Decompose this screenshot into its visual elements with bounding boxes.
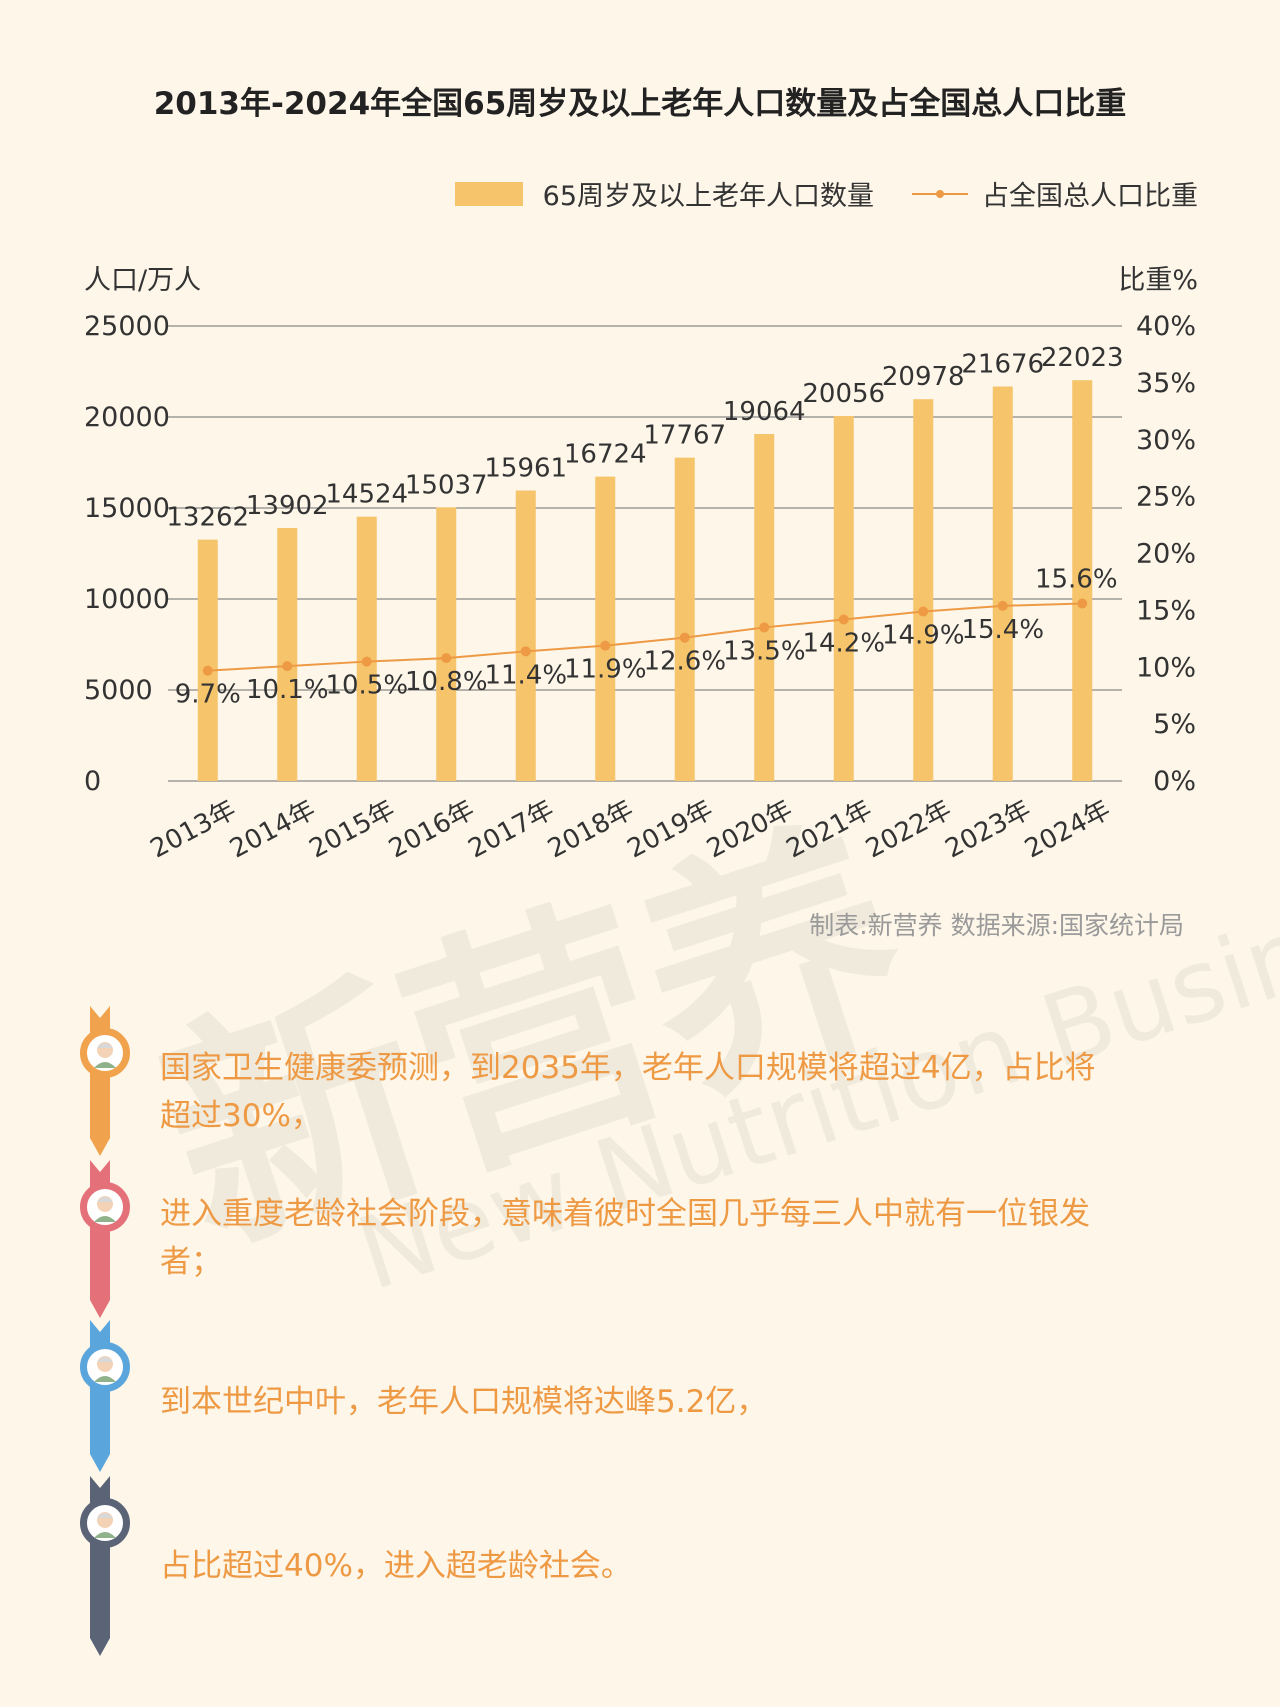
y-tick-label: 20000	[84, 402, 170, 433]
y-tick-label: 5000	[84, 675, 153, 706]
y2-tick-label: 20%	[1136, 539, 1196, 570]
line-point	[918, 606, 929, 617]
x-tick-label: 2013年	[146, 795, 241, 865]
bar	[436, 507, 457, 781]
x-tick-label: 2023年	[941, 795, 1036, 865]
x-tick-label: 2015年	[305, 795, 400, 865]
timeline-text: 占比超过40%，进入超老龄社会。	[160, 1548, 632, 1584]
bar-value-label: 21676	[961, 349, 1044, 379]
y2-tick-label: 30%	[1136, 425, 1196, 456]
bar	[1072, 380, 1093, 781]
line-point	[838, 614, 849, 625]
line-value-label: 10.5%	[325, 671, 408, 701]
legend-bar-swatch	[454, 181, 523, 206]
y-axis-title: 人口/万人	[84, 265, 202, 296]
y-tick-label: 15000	[84, 493, 170, 524]
legend-line-label: 占全国总人口比重	[982, 181, 1198, 212]
bar	[913, 399, 934, 781]
x-tick-label: 2024年	[1020, 795, 1115, 865]
bar-value-label: 13902	[246, 491, 329, 521]
line-value-label: 15.4%	[961, 615, 1044, 645]
y2-tick-label: 15%	[1136, 595, 1196, 626]
line-point	[1077, 598, 1088, 609]
bar	[754, 434, 775, 781]
line-point	[600, 640, 611, 651]
elderly-avatar-icon	[80, 1182, 130, 1232]
x-tick-label: 2022年	[861, 795, 956, 865]
line-value-label: 13.5%	[723, 636, 806, 666]
bar-value-label: 14524	[325, 480, 408, 510]
bar	[674, 457, 695, 781]
x-tick-label: 2019年	[623, 795, 718, 865]
line-point	[282, 661, 293, 672]
x-tick-label: 2020年	[702, 795, 797, 865]
line-point	[202, 665, 213, 676]
bar-value-label: 22023	[1041, 343, 1124, 373]
bar	[833, 415, 854, 781]
bar-value-label: 15961	[484, 454, 567, 484]
series-line	[207, 602, 1083, 672]
x-tick-label: 2016年	[384, 795, 479, 865]
line-point	[679, 632, 690, 643]
line-point	[759, 622, 770, 633]
line-point	[361, 656, 372, 667]
timeline-text: 国家卫生健康委预测，到2035年，老年人口规模将超过4亿，占比将超过30%，	[160, 1050, 1096, 1134]
y2-tick-label: 35%	[1136, 368, 1196, 399]
bar-value-label: 20978	[882, 362, 965, 392]
line-value-label: 14.9%	[882, 621, 965, 651]
line-value-label: 11.4%	[484, 660, 567, 690]
line-point	[520, 646, 531, 657]
x-tick-label: 2017年	[464, 795, 559, 865]
timeline-text: 进入重度老龄社会阶段，意味着彼时全国几乎每三人中就有一位银发者；	[160, 1196, 1090, 1280]
chart: 0 5000 10000 15000 20000 25000 0% 5% 10% 15% 20% 25…	[84, 311, 1196, 865]
x-tick-label: 2018年	[543, 795, 638, 865]
y2-tick-label: 40%	[1136, 311, 1196, 342]
line-value-label: 12.6%	[643, 647, 726, 677]
timeline-text: 到本世纪中叶，老年人口规模将达峰5.2亿，	[160, 1384, 768, 1420]
bar-value-label: 17767	[643, 421, 726, 451]
y2-tick-label: 25%	[1136, 482, 1196, 513]
y2-axis-title: 比重%	[1118, 265, 1198, 296]
bar	[992, 386, 1013, 781]
y-tick-label: 25000	[84, 311, 170, 342]
y2-tick-label: 5%	[1153, 709, 1196, 740]
line-value-label: 14.2%	[802, 628, 885, 658]
x-tick-label: 2014年	[225, 795, 320, 865]
elderly-avatar-icon	[80, 1498, 130, 1548]
bar	[356, 516, 377, 781]
line-point	[997, 600, 1008, 611]
line-point	[441, 653, 452, 664]
bar-value-label: 15037	[405, 470, 488, 500]
line-value-label: 10.1%	[246, 675, 329, 705]
line-value-label: 10.8%	[405, 667, 488, 697]
bar	[197, 539, 218, 781]
bar-value-label: 20056	[802, 379, 885, 409]
bar	[595, 476, 616, 781]
bar-value-label: 13262	[166, 503, 249, 533]
y-tick-label: 0	[84, 766, 101, 797]
bar-value-label: 19064	[723, 397, 806, 427]
legend-bar-label: 65周岁及以上老年人口数量	[542, 181, 874, 212]
bar	[277, 527, 298, 781]
legend-line-swatch	[912, 182, 968, 206]
x-tick-label: 2021年	[782, 795, 877, 865]
y2-tick-label: 0%	[1153, 766, 1196, 797]
page-title: 2013年-2024年全国65周岁及以上老年人口数量及占全国总人口比重	[153, 86, 1127, 122]
bar	[515, 490, 536, 781]
elderly-avatar-icon	[80, 1342, 130, 1392]
source-credit: 制表:新营养 数据来源:国家统计局	[809, 911, 1184, 940]
y-tick-label: 10000	[84, 584, 170, 615]
line-value-label: 11.9%	[564, 655, 647, 685]
legend: 65周岁及以上老年人口数量 占全国总人口比重	[454, 174, 1198, 213]
bar-value-label: 16724	[564, 440, 647, 470]
elderly-avatar-icon	[80, 1028, 130, 1078]
y2-tick-label: 10%	[1136, 652, 1196, 683]
line-value-label: 15.6%	[1035, 565, 1118, 595]
line-value-label: 9.7%	[175, 680, 241, 710]
